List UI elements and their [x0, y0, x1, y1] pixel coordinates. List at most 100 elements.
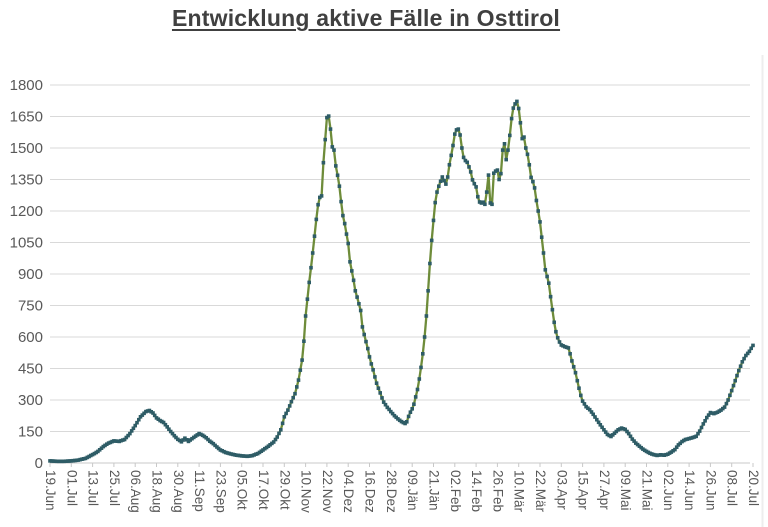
series-marker	[310, 251, 315, 255]
x-tick-label: 14.Jun	[682, 470, 697, 511]
series-marker	[342, 221, 347, 226]
x-tick-label: 18.Aug	[150, 470, 165, 513]
series-marker	[486, 173, 491, 177]
series-marker	[738, 364, 743, 368]
series-marker	[458, 133, 462, 137]
x-tick-label: 20.Jul	[746, 470, 761, 506]
series-marker	[694, 434, 698, 439]
series-marker	[298, 368, 303, 372]
series-marker	[277, 431, 281, 436]
series-marker	[696, 431, 700, 436]
series-marker	[697, 429, 702, 433]
series-marker	[433, 200, 437, 205]
series-marker	[367, 355, 372, 359]
series-marker	[279, 428, 283, 432]
series-marker	[500, 148, 505, 152]
series-marker	[124, 435, 129, 440]
series-marker	[728, 393, 732, 398]
y-tick-label: 1500	[10, 140, 43, 157]
series-marker	[161, 420, 166, 425]
series-marker	[445, 175, 450, 179]
x-tick-label: 08.Jul	[725, 470, 740, 506]
series-marker	[383, 402, 388, 407]
series-marker	[112, 439, 116, 443]
series-marker	[602, 428, 606, 432]
series-marker	[339, 199, 343, 204]
series-marker	[422, 335, 427, 339]
y-tick-label: 1800	[10, 77, 43, 94]
series-marker	[291, 395, 295, 400]
series-marker	[497, 177, 501, 182]
series-marker	[529, 175, 533, 180]
x-tick-label: 04.Dez	[341, 470, 356, 513]
x-tick-label: 10.Nov	[299, 470, 314, 513]
x-tick-label: 01.Jul	[64, 470, 79, 506]
series-marker	[580, 399, 585, 403]
x-tick-label: 02.Feb	[448, 470, 463, 512]
x-tick-label: 30.Aug	[171, 470, 186, 513]
series-marker	[373, 375, 377, 379]
series-marker	[431, 218, 436, 223]
series-marker	[444, 182, 448, 186]
series-marker	[435, 190, 439, 194]
x-tick-label: 06.Aug	[128, 470, 143, 513]
series-marker	[300, 358, 304, 362]
series-marker	[348, 260, 352, 264]
series-marker	[598, 423, 603, 427]
series-marker	[316, 202, 320, 207]
series-marker	[76, 458, 81, 462]
series-marker	[522, 135, 526, 139]
y-tick-label: 900	[18, 266, 43, 283]
series-marker	[484, 190, 489, 194]
series-marker	[410, 407, 414, 411]
series-marker	[360, 325, 365, 329]
series-marker	[303, 314, 308, 318]
series-marker	[511, 106, 516, 110]
series-marker	[126, 433, 130, 438]
series-marker	[481, 200, 485, 204]
series-marker	[499, 171, 503, 176]
series-marker	[508, 133, 512, 138]
series-marker	[571, 365, 576, 369]
series-marker	[566, 346, 571, 350]
series-marker	[722, 405, 727, 409]
series-marker	[321, 160, 326, 165]
x-tick-label: 21.Jän	[427, 470, 442, 511]
series-marker	[692, 435, 697, 439]
series-marker	[552, 320, 556, 325]
series-marker	[323, 137, 327, 142]
series-marker	[92, 451, 97, 456]
series-marker	[344, 232, 349, 236]
series-marker	[417, 377, 422, 381]
series-marker	[378, 391, 382, 395]
y-tick-label: 150	[18, 424, 43, 441]
series-marker	[355, 295, 359, 299]
series-marker	[740, 360, 745, 364]
series-marker	[589, 410, 594, 414]
series-marker	[744, 353, 748, 358]
series-marker	[307, 280, 311, 285]
series-marker	[545, 274, 549, 279]
x-tick-label: 09.Mai	[618, 470, 633, 511]
series-marker	[385, 405, 390, 410]
series-marker	[474, 185, 478, 189]
series-marker	[128, 431, 132, 436]
y-tick-label: 0	[35, 455, 43, 472]
y-tick-label: 750	[18, 298, 43, 315]
series-marker	[129, 429, 134, 433]
series-marker	[57, 459, 61, 464]
series-marker	[516, 106, 521, 111]
series-line	[49, 100, 754, 463]
series-marker	[712, 411, 716, 416]
series-marker	[387, 407, 391, 412]
x-tick-label: 25.Jul	[107, 470, 122, 506]
x-tick-label: 14.Feb	[469, 470, 484, 512]
x-tick-label: 23.Sep	[213, 470, 228, 513]
series-marker	[421, 352, 425, 356]
series-marker	[539, 235, 544, 239]
series-marker	[286, 408, 290, 412]
series-marker	[366, 346, 370, 351]
x-tick-label: 29.Okt	[277, 470, 292, 510]
series-marker	[504, 157, 508, 162]
